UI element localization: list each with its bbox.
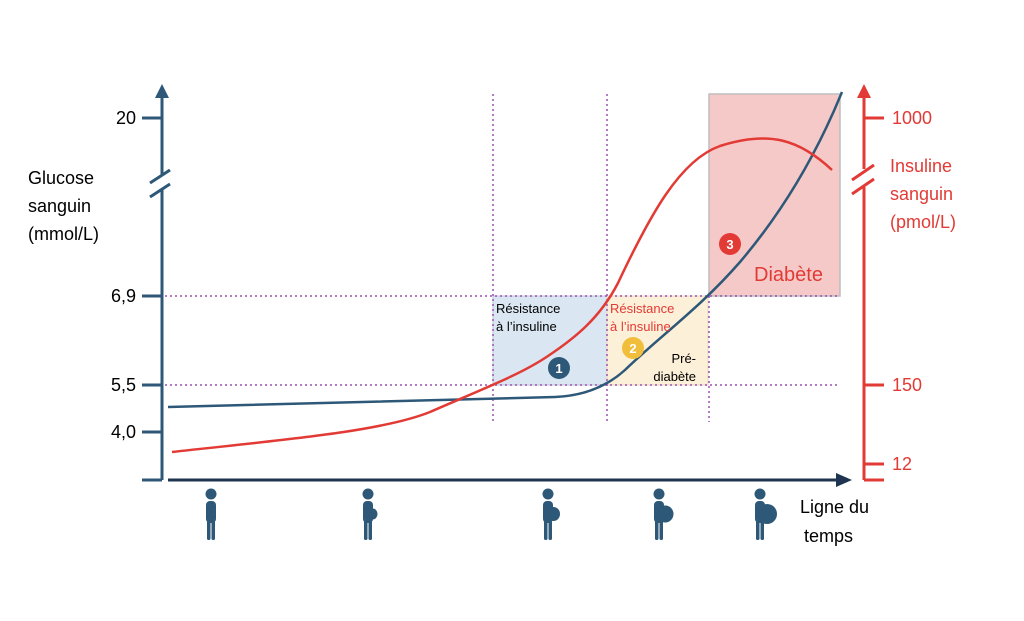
zone3-badge: 3 [719,233,741,255]
glucose-curve [167,91,844,409]
time-axis-title-line2: temps [804,526,853,546]
insulin-axis-title-line3: (pmol/L) [890,212,956,232]
glucose-tick-label-5-5: 5,5 [111,375,136,395]
glucose-axis [142,84,171,482]
zone3-label: Diabète [754,264,823,286]
person-figures [205,488,777,540]
zone2-badge: 2 [622,337,644,359]
insulin-tick-label-1000: 1000 [892,108,932,128]
zone2-label-line1: Résistance [610,301,674,316]
glucose-tick-label-4-0: 4,0 [111,422,136,442]
person-belly-large-icon [653,488,674,540]
zone1-badge: 1 [548,357,570,379]
person-belly-medium-icon [542,488,560,540]
guide-lines [165,94,840,422]
person-slim-icon [205,488,217,540]
glucose-axis-title-line2: sanguin [28,196,91,216]
zone1-badge-number: 1 [555,361,562,376]
zone3-badge-number: 3 [726,237,733,252]
zone1-label-line1: Résistance [496,301,560,316]
person-belly-small-icon [362,488,378,540]
insulin-axis-title-line2: sanguin [890,184,953,204]
person-belly-xlarge-icon [754,488,777,540]
glucose-tick-label-6-9: 6,9 [111,286,136,306]
glucose-axis-title-line3: (mmol/L) [28,224,99,244]
insulin-curve [171,137,833,454]
time-axis [168,473,852,487]
zone2-badge-number: 2 [629,341,636,356]
zone1-label-line2: à l’insuline [496,319,557,334]
zone2-label-line2: à l’insuline [610,319,671,334]
glucose-axis-title-line1: Glucose [28,168,94,188]
insulin-axis-title-line1: Insuline [890,156,952,176]
insulin-tick-label-12: 12 [892,454,912,474]
insulin-axis [851,84,884,482]
zone-diabetes [708,93,841,297]
zone2-sublabel-line2: diabète [653,369,696,384]
glucose-tick-label-20: 20 [116,108,136,128]
zone2-sublabel-line1: Pré- [671,351,696,366]
time-axis-title-line1: Ligne du [800,497,869,517]
insulin-tick-label-150: 150 [892,375,922,395]
